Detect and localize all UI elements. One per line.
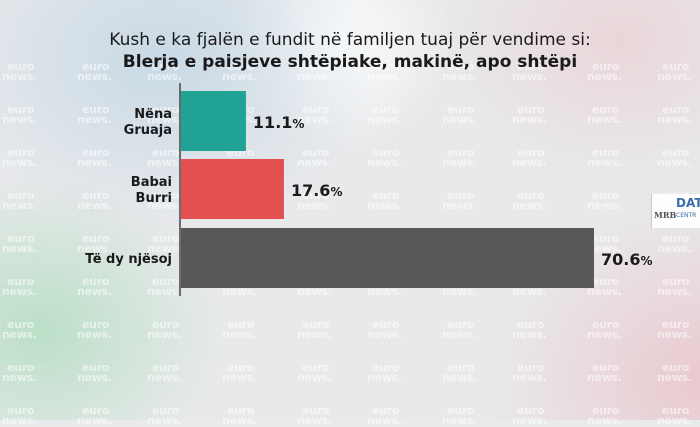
logo-mrb-text: MRB: [654, 210, 677, 220]
bar-1: [181, 159, 284, 219]
value-label-0: 11.1%: [253, 113, 305, 132]
bar-0: [181, 91, 246, 151]
chart-subtitle: Blerja e paisjeve shtëpiake, makinë, apo…: [122, 52, 578, 72]
logo-centre-text: CENTR: [676, 212, 697, 219]
category-label-1: Babai Burri: [131, 175, 172, 206]
logo-data-text: DAT: [676, 196, 700, 210]
mrb-data-centre-logo: MRB DAT CENTR: [651, 194, 700, 228]
chart-title: Kush e ka fjalën e fundit në familjen tu…: [109, 30, 591, 50]
value-label-1: 17.6%: [291, 181, 343, 200]
bar-2: [181, 228, 594, 288]
category-label-2: Të dy njësoj: [85, 252, 172, 267]
value-label-2: 70.6%: [601, 250, 653, 269]
category-label-0: Nëna Gruaja: [124, 107, 172, 138]
